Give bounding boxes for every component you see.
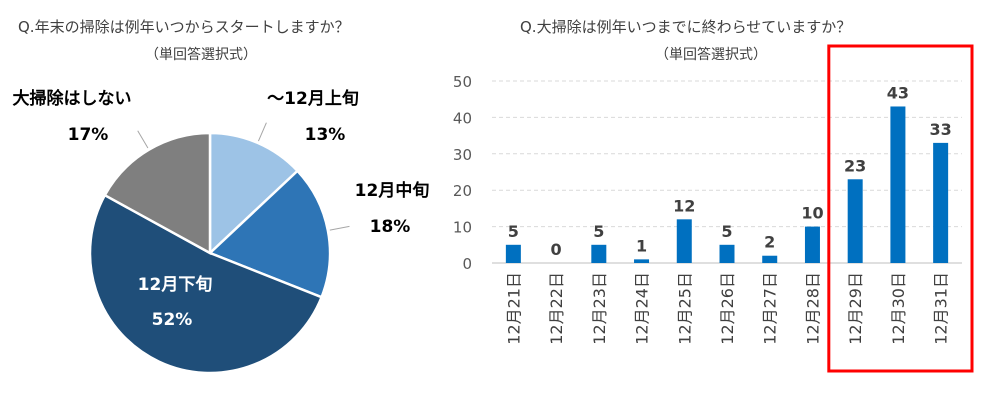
y-tick-label: 20 [453, 182, 472, 200]
pie-chart-subtitle: （単回答選択式） [145, 47, 257, 63]
bar-chart-subtitle: （単回答選択式） [655, 47, 767, 63]
pie-slice-label: 12月中旬 [355, 180, 430, 201]
x-tick-label: 12月24日 [633, 272, 652, 345]
x-tick-label: 12月22日 [547, 272, 566, 345]
pie-slice-3 [88, 193, 324, 375]
bar [804, 226, 820, 263]
bar [719, 244, 735, 263]
bar-value-label: 5 [508, 222, 519, 241]
bar [762, 255, 778, 263]
bar [676, 219, 692, 263]
bar-value-label: 5 [721, 222, 732, 241]
pie-leader-line [257, 122, 267, 142]
x-tick-label: 12月31日 [932, 272, 951, 345]
pie-chart-title: Q.年末の掃除は例年いつからスタートしますか？ [18, 18, 350, 36]
x-tick-label: 12月29日 [846, 272, 865, 345]
bar-value-label: 0 [551, 240, 562, 259]
pie-leader-line [137, 130, 149, 149]
y-tick-label: 40 [453, 109, 472, 127]
bar [591, 244, 607, 263]
bar [505, 244, 521, 263]
x-tick-label: 12月26日 [718, 272, 737, 345]
pie-slice-value-label: 52% [152, 310, 193, 330]
bar-chart-title: Q.大掃除は例年いつまでに終わらせていますか？ [520, 18, 852, 36]
bar-value-label: 23 [844, 156, 866, 175]
pie-slice-value-label: 13% [305, 125, 346, 145]
bar [890, 106, 906, 263]
pie-slice-1 [208, 131, 300, 256]
x-tick-label: 12月21日 [504, 272, 523, 345]
y-tick-label: 50 [453, 73, 472, 91]
pie-slice-label: 12月下旬 [138, 274, 213, 295]
y-tick-label: 0 [462, 255, 472, 273]
bar-value-label: 1 [636, 236, 647, 255]
x-tick-label: 12月30日 [889, 272, 908, 345]
pie-slice-2 [207, 169, 332, 299]
pie-slice-label: 大掃除はしない [13, 88, 132, 109]
bar-value-label: 5 [593, 222, 604, 241]
x-tick-label: 12月28日 [803, 272, 822, 345]
y-tick-label: 10 [453, 219, 472, 237]
bar-value-label: 12 [673, 196, 695, 215]
x-tick-label: 12月23日 [590, 272, 609, 345]
bar-value-label: 2 [764, 233, 775, 252]
bar [933, 142, 949, 263]
x-tick-label: 12月25日 [675, 272, 694, 345]
pie-slice-label: ～12月上旬 [267, 88, 359, 109]
pie-slice-value-label: 17% [68, 125, 109, 145]
pie-slice-value-label: 18% [370, 217, 411, 237]
pie-leader-line [329, 225, 350, 231]
bar [634, 259, 650, 263]
highlight-box [827, 44, 974, 373]
bar [847, 179, 863, 263]
bar-value-label: 10 [801, 204, 823, 223]
x-tick-label: 12月27日 [761, 272, 780, 345]
bar-value-label: 43 [887, 83, 909, 102]
pie-chart: ～12月上旬 13% 12月中旬 18% 12月下旬 52% 大掃除はしない 17% [13, 88, 430, 375]
y-tick-label: 30 [453, 146, 472, 164]
bar-value-label: 33 [930, 120, 952, 139]
pie-slice-4 [103, 131, 212, 256]
bar-chart: 0 10 20 30 40 50 5 12月21日 0 12月22日 5 12月23日 1 12月24日 1… [453, 44, 974, 373]
